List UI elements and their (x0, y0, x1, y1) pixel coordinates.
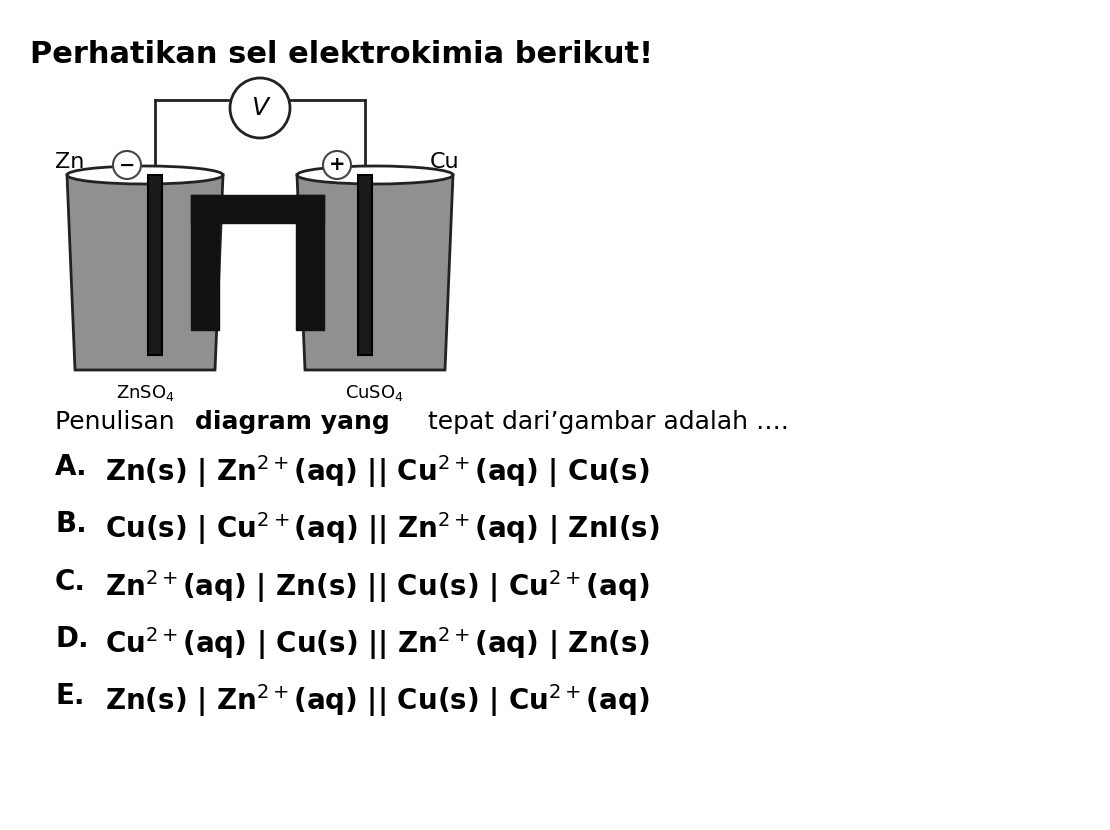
Text: Zn$^{2+}$(aq) | Zn(s) || Cu(s) | Cu$^{2+}$(aq): Zn$^{2+}$(aq) | Zn(s) || Cu(s) | Cu$^{2+… (105, 568, 649, 605)
Text: Zn(s) | Zn$^{2+}$(aq) || Cu(s) | Cu$^{2+}$(aq): Zn(s) | Zn$^{2+}$(aq) || Cu(s) | Cu$^{2+… (105, 682, 649, 719)
Text: C.: C. (56, 568, 85, 596)
Bar (191, 195, 324, 223)
Text: Cu(s) | Cu$^{2+}$(aq) || Zn$^{2+}$(aq) | ZnI(s): Cu(s) | Cu$^{2+}$(aq) || Zn$^{2+}$(aq) |… (105, 510, 659, 547)
Text: B.: B. (56, 510, 87, 538)
Text: Perhatikan sel elektrokimia berikut!: Perhatikan sel elektrokimia berikut! (30, 40, 653, 69)
Text: Zn(s) | Zn$^{2+}$(aq) || Cu$^{2+}$(aq) | Cu(s): Zn(s) | Zn$^{2+}$(aq) || Cu$^{2+}$(aq) |… (105, 453, 649, 490)
Text: V: V (252, 96, 269, 120)
Ellipse shape (297, 166, 453, 184)
Text: Cu$^{2+}$(aq) | Cu(s) || Zn$^{2+}$(aq) | Zn(s): Cu$^{2+}$(aq) | Cu(s) || Zn$^{2+}$(aq) |… (105, 625, 649, 662)
Text: diagram yang: diagram yang (195, 410, 390, 434)
Text: +: + (329, 155, 345, 174)
Text: ZnSO$_4$: ZnSO$_4$ (115, 383, 174, 403)
Bar (359, 175, 372, 355)
Circle shape (113, 151, 141, 179)
Polygon shape (67, 175, 223, 370)
Circle shape (323, 151, 351, 179)
Text: Zn: Zn (56, 152, 84, 172)
Circle shape (230, 78, 290, 138)
Text: E.: E. (56, 682, 84, 710)
Bar (191, 195, 219, 330)
Text: tepat dari’gambar adalah ….: tepat dari’gambar adalah …. (420, 410, 789, 434)
Polygon shape (297, 175, 453, 370)
Ellipse shape (67, 166, 223, 184)
Text: A.: A. (56, 453, 88, 481)
Text: Penulisan: Penulisan (56, 410, 183, 434)
Text: −: − (119, 155, 135, 174)
Text: D.: D. (56, 625, 89, 653)
Bar (296, 195, 324, 330)
Bar (148, 175, 162, 355)
Text: CuSO$_4$: CuSO$_4$ (345, 383, 404, 403)
Text: Cu: Cu (430, 152, 460, 172)
